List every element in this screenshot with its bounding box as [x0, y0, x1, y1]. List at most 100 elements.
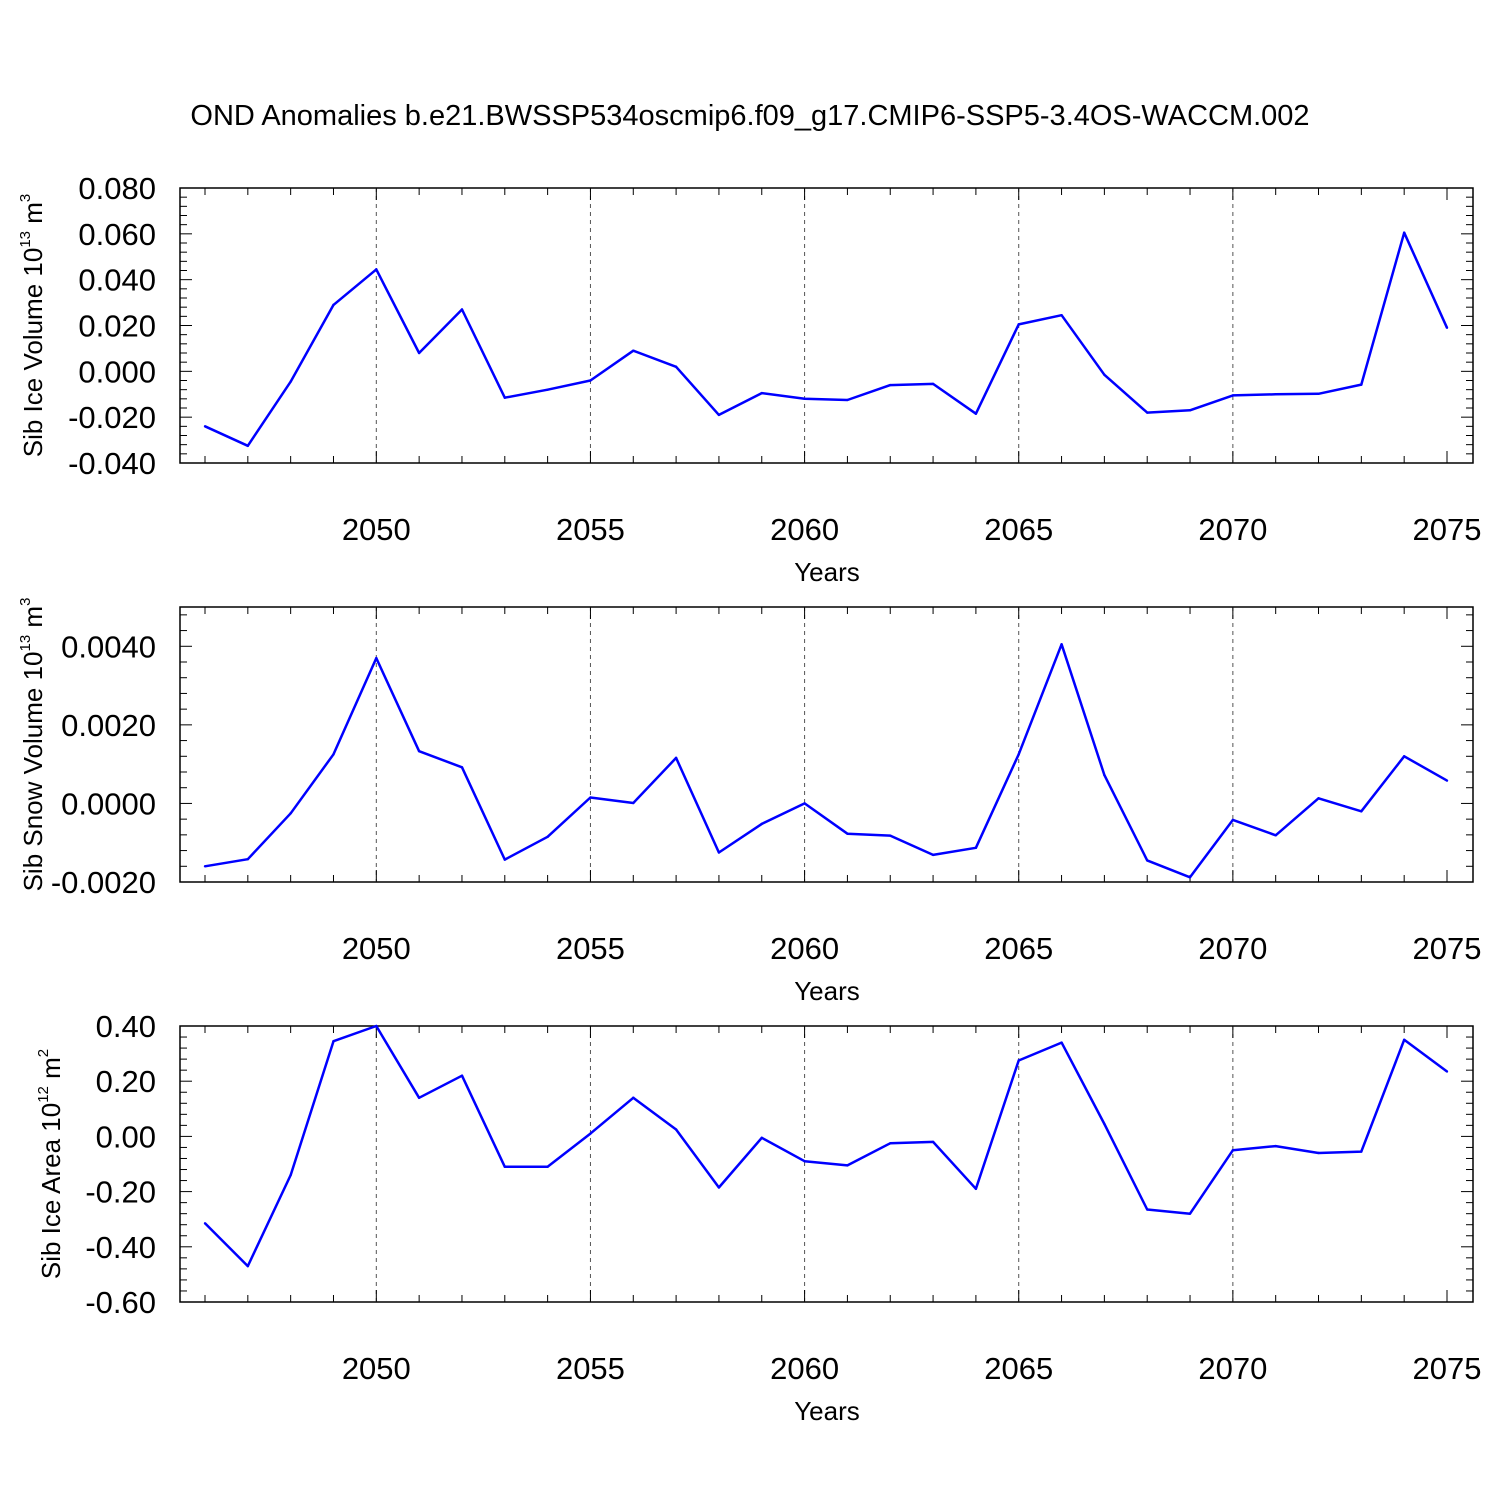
x-tick-label: 2070: [1198, 931, 1267, 966]
data-point-2058: [717, 851, 721, 854]
x-tick-label: 2050: [342, 512, 411, 547]
data-point-2062: [889, 383, 892, 387]
plot-frame: [179, 1025, 1474, 1303]
data-point-2053: [503, 858, 506, 861]
data-point-2050: [375, 268, 378, 271]
data-point-2047: [246, 1264, 250, 1268]
data-point-2064: [974, 412, 978, 415]
y-tick-label: -0.20: [85, 1175, 156, 1210]
x-axis-title: Years: [794, 1396, 860, 1426]
x-tick-label: 2075: [1413, 512, 1482, 547]
y-tick-label: -0.0020: [51, 865, 156, 900]
data-point-2048: [289, 812, 292, 815]
x-tick-label: 2050: [342, 1351, 411, 1386]
data-point-2056: [632, 349, 635, 352]
y-tick-label: 0.040: [78, 263, 156, 298]
series-line: [204, 643, 1448, 879]
x-tick-label: 2060: [770, 931, 839, 966]
data-point-2075: [1445, 326, 1449, 329]
data-point-2072: [1317, 1151, 1320, 1155]
panel-ice-volume: 2050 2055 2060 2065 2070 2075 0.080 0.060 0.040 0…: [17, 171, 1481, 587]
y-tick-label: 0.0000: [61, 786, 156, 821]
data-point-2054: [546, 1165, 549, 1168]
data-point-2049: [332, 753, 335, 756]
y-tick-label: 0.40: [96, 1009, 156, 1044]
data-point-2057: [674, 365, 678, 368]
data-point-2063: [931, 853, 935, 857]
data-point-2053: [503, 1165, 506, 1168]
data-point-2074: [1402, 1038, 1406, 1042]
data-point-2065: [1017, 323, 1020, 326]
x-tick-label: 2075: [1413, 931, 1482, 966]
x-tick-label: 2075: [1413, 1351, 1482, 1386]
data-point-2058: [717, 413, 721, 417]
data-point-2052: [460, 766, 464, 769]
x-tick-label: 2055: [556, 512, 625, 547]
x-axis-title: Years: [794, 557, 860, 587]
x-tick-label: 2060: [770, 1351, 839, 1386]
data-point-2055: [589, 796, 592, 799]
y-tick-label: 0.0020: [61, 708, 156, 743]
x-tick-label: 2060: [770, 512, 839, 547]
x-tick-label: 2065: [984, 1351, 1053, 1386]
data-point-2070: [1231, 1149, 1235, 1152]
y-axis-title-exponent: 13: [17, 231, 34, 248]
data-point-2073: [1360, 810, 1363, 813]
data-point-2052: [460, 308, 464, 311]
data-point-2051: [417, 1096, 421, 1099]
y-tick-label: -0.60: [85, 1285, 156, 1320]
data-point-2059: [760, 391, 763, 395]
y-tick-label: 0.00: [96, 1119, 156, 1154]
y-tick-label: 0.0040: [61, 629, 156, 664]
y-axis-title-exponent: 12: [35, 1086, 52, 1103]
x-tick-label: 2055: [556, 931, 625, 966]
y-tick-label: 0.020: [78, 309, 156, 344]
x-tick-label: 2065: [984, 931, 1053, 966]
x-tick-label: 2055: [556, 1351, 625, 1386]
data-point-2064: [974, 1187, 978, 1191]
y-axis-title-text: Sib Snow Volume 10: [18, 651, 48, 891]
x-tick-label: 2050: [342, 931, 411, 966]
y-axis-title-text: Sib Ice Area 10: [36, 1103, 66, 1279]
data-point-2062: [889, 834, 892, 837]
y-tick-label: 0.000: [78, 354, 156, 389]
data-point-2055: [589, 1132, 592, 1135]
data-point-2069: [1188, 1212, 1192, 1215]
data-point-2060: [803, 802, 806, 805]
data-point-2048: [289, 380, 292, 383]
data-point-2068: [1146, 1208, 1149, 1211]
y-axis-title: Sib Ice Volume 1013 m3: [17, 194, 48, 458]
plot-frame: [179, 606, 1474, 883]
data-point-2074: [1402, 231, 1406, 234]
series-line: [204, 1024, 1448, 1268]
data-point-2048: [289, 1173, 292, 1177]
data-point-2049: [332, 1039, 335, 1043]
data-point-2049: [332, 303, 335, 307]
data-point-2054: [546, 835, 549, 839]
x-axis-title: Years: [794, 976, 860, 1006]
y-axis-title-unit: m: [18, 202, 48, 231]
panels: 2050 2055 2060 2065 2070 2075 0.080 0.060 0.040 0…: [17, 171, 1481, 1426]
y-axis-title: Sib Ice Area 1012 m2: [35, 1049, 66, 1279]
data-point-2065: [1017, 1059, 1020, 1062]
data-point-2046: [203, 865, 207, 868]
data-point-2050: [375, 1024, 378, 1028]
data-point-2057: [674, 1128, 678, 1131]
y-tick-label: 0.080: [78, 171, 156, 206]
data-point-2050: [375, 656, 378, 660]
data-point-2067: [1103, 1122, 1106, 1126]
data-point-2069: [1188, 876, 1192, 879]
y-axis-title: Sib Snow Volume 1013 m3: [17, 598, 48, 892]
figure-title: OND Anomalies b.e21.BWSSP534oscmip6.f09_…: [190, 100, 1309, 132]
data-point-2053: [503, 396, 506, 399]
data-point-2051: [417, 749, 421, 753]
data-point-2066: [1060, 313, 1063, 317]
data-point-2046: [203, 1222, 207, 1225]
panel-ice-area: 2050 2055 2060 2065 2070 2075 0.40 0.20 0.00 -0.2…: [35, 1009, 1481, 1426]
x-tick-label: 2065: [984, 512, 1053, 547]
data-point-2071: [1274, 393, 1277, 396]
data-point-2057: [674, 756, 678, 760]
data-point-2059: [760, 1136, 763, 1139]
y-tick-label: 0.20: [96, 1064, 156, 1099]
